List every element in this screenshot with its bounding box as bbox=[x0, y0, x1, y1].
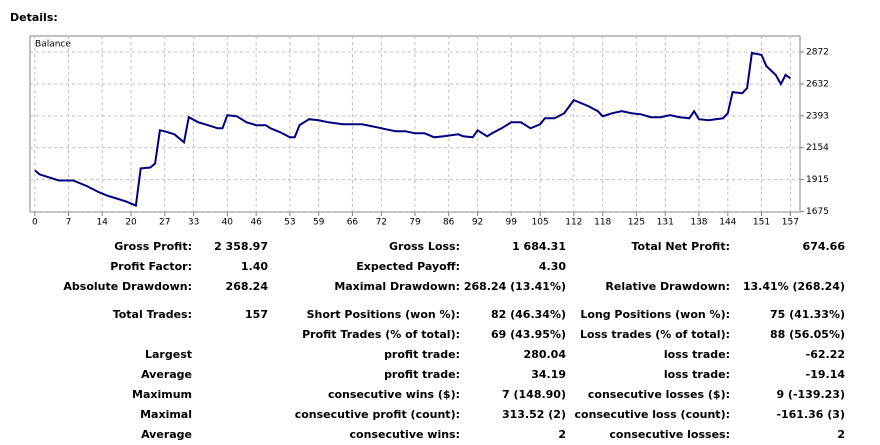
x-tick-label: 144 bbox=[719, 218, 736, 228]
x-tick-label: 112 bbox=[565, 218, 582, 228]
stat-label: profit trade: bbox=[384, 348, 460, 361]
stat-label: Total Trades: bbox=[113, 308, 192, 321]
stat-value: 7 (148.90) bbox=[502, 388, 566, 401]
stat-label: Gross Profit: bbox=[114, 240, 192, 253]
stat-value: 313.52 (2) bbox=[502, 408, 566, 421]
x-tick-label: 46 bbox=[250, 218, 262, 228]
stat-label: consecutive loss (count): bbox=[575, 408, 730, 421]
x-tick-label: 157 bbox=[782, 218, 799, 228]
x-tick-label: 86 bbox=[443, 218, 455, 228]
x-tick-label: 105 bbox=[532, 218, 549, 228]
stat-value: 674.66 bbox=[803, 240, 846, 253]
y-tick-label: 2393 bbox=[806, 111, 829, 121]
heading: Details: bbox=[10, 11, 58, 24]
stat-label: consecutive profit (count): bbox=[295, 408, 460, 421]
x-tick-label: 125 bbox=[628, 218, 645, 228]
stat-label: loss trade: bbox=[664, 368, 730, 381]
stat-label: Maximal bbox=[140, 408, 192, 421]
stat-value: 2 358.97 bbox=[214, 240, 268, 253]
stat-label: Maximal Drawdown: bbox=[334, 280, 460, 293]
x-tick-label: 59 bbox=[313, 218, 325, 228]
stat-label: Loss trades (% of total): bbox=[580, 328, 730, 341]
stat-label: consecutive wins ($): bbox=[328, 388, 460, 401]
stat-value: 1.40 bbox=[241, 260, 268, 273]
x-tick-label: 0 bbox=[32, 218, 38, 228]
stat-label: Average bbox=[141, 368, 192, 381]
stat-label: Average bbox=[141, 428, 192, 441]
y-tick-label: 2154 bbox=[806, 143, 829, 153]
stat-value: 69 (43.95%) bbox=[491, 328, 566, 341]
stat-value: 268.24 bbox=[226, 280, 269, 293]
x-tick-label: 72 bbox=[376, 218, 387, 228]
stat-value: 13.41% (268.24) bbox=[743, 280, 845, 293]
stat-value: -62.22 bbox=[806, 348, 845, 361]
stat-value: 9 (-139.23) bbox=[776, 388, 845, 401]
x-tick-label: 53 bbox=[284, 218, 295, 228]
x-tick-label: 66 bbox=[347, 218, 359, 228]
stat-label: Total Net Profit: bbox=[632, 240, 731, 253]
x-tick-label: 14 bbox=[96, 218, 108, 228]
stat-value: 2 bbox=[558, 428, 566, 441]
stat-label: Gross Loss: bbox=[389, 240, 460, 253]
stat-label: consecutive losses: bbox=[609, 428, 730, 441]
x-tick-label: 20 bbox=[125, 218, 137, 228]
chart-title: Balance bbox=[35, 40, 71, 50]
x-tick-label: 151 bbox=[753, 218, 770, 228]
y-tick-label: 2872 bbox=[806, 48, 829, 58]
stat-value: 88 (56.05%) bbox=[770, 328, 845, 341]
x-tick-label: 33 bbox=[188, 218, 199, 228]
balance-line bbox=[34, 51, 791, 208]
stat-value: 1 684.31 bbox=[512, 240, 566, 253]
y-tick-label: 1675 bbox=[806, 207, 829, 217]
stat-label: Long Positions (won %): bbox=[580, 308, 730, 321]
stat-label: Maximum bbox=[132, 388, 192, 401]
x-tick-label: 131 bbox=[657, 218, 674, 228]
stat-label: consecutive wins: bbox=[350, 428, 460, 441]
stat-value: 4.30 bbox=[539, 260, 566, 273]
x-tick-label: 27 bbox=[159, 218, 170, 228]
stat-value: 157 bbox=[245, 308, 268, 321]
stat-value: 268.24 (13.41%) bbox=[464, 280, 566, 293]
x-tick-label: 138 bbox=[690, 218, 707, 228]
x-tick-label: 7 bbox=[66, 218, 72, 228]
stat-value: 75 (41.33%) bbox=[770, 308, 845, 321]
stat-label: Profit Trades (% of total): bbox=[302, 328, 460, 341]
stat-label: Absolute Drawdown: bbox=[63, 280, 192, 293]
stat-label: Largest bbox=[145, 348, 192, 361]
y-tick-label: 1915 bbox=[806, 175, 829, 185]
stat-label: Relative Drawdown: bbox=[605, 280, 730, 293]
stat-label: consecutive losses ($): bbox=[588, 388, 730, 401]
stat-value: -161.36 (3) bbox=[776, 408, 845, 421]
stat-value: 280.04 bbox=[524, 348, 567, 361]
x-tick-label: 118 bbox=[594, 218, 611, 228]
stat-label: profit trade: bbox=[384, 368, 460, 381]
stat-value: 82 (46.34%) bbox=[491, 308, 566, 321]
y-tick-label: 2632 bbox=[806, 80, 829, 90]
stat-value: 2 bbox=[837, 428, 845, 441]
stat-label: Short Positions (won %): bbox=[307, 308, 460, 321]
x-tick-label: 79 bbox=[409, 218, 421, 228]
x-tick-label: 92 bbox=[472, 218, 483, 228]
stat-value: 34.19 bbox=[531, 368, 566, 381]
stat-value: -19.14 bbox=[806, 368, 846, 381]
x-tick-label: 99 bbox=[506, 218, 518, 228]
x-tick-label: 40 bbox=[222, 218, 234, 228]
stat-label: loss trade: bbox=[664, 348, 730, 361]
stat-label: Profit Factor: bbox=[110, 260, 192, 273]
stat-label: Expected Payoff: bbox=[356, 260, 460, 273]
